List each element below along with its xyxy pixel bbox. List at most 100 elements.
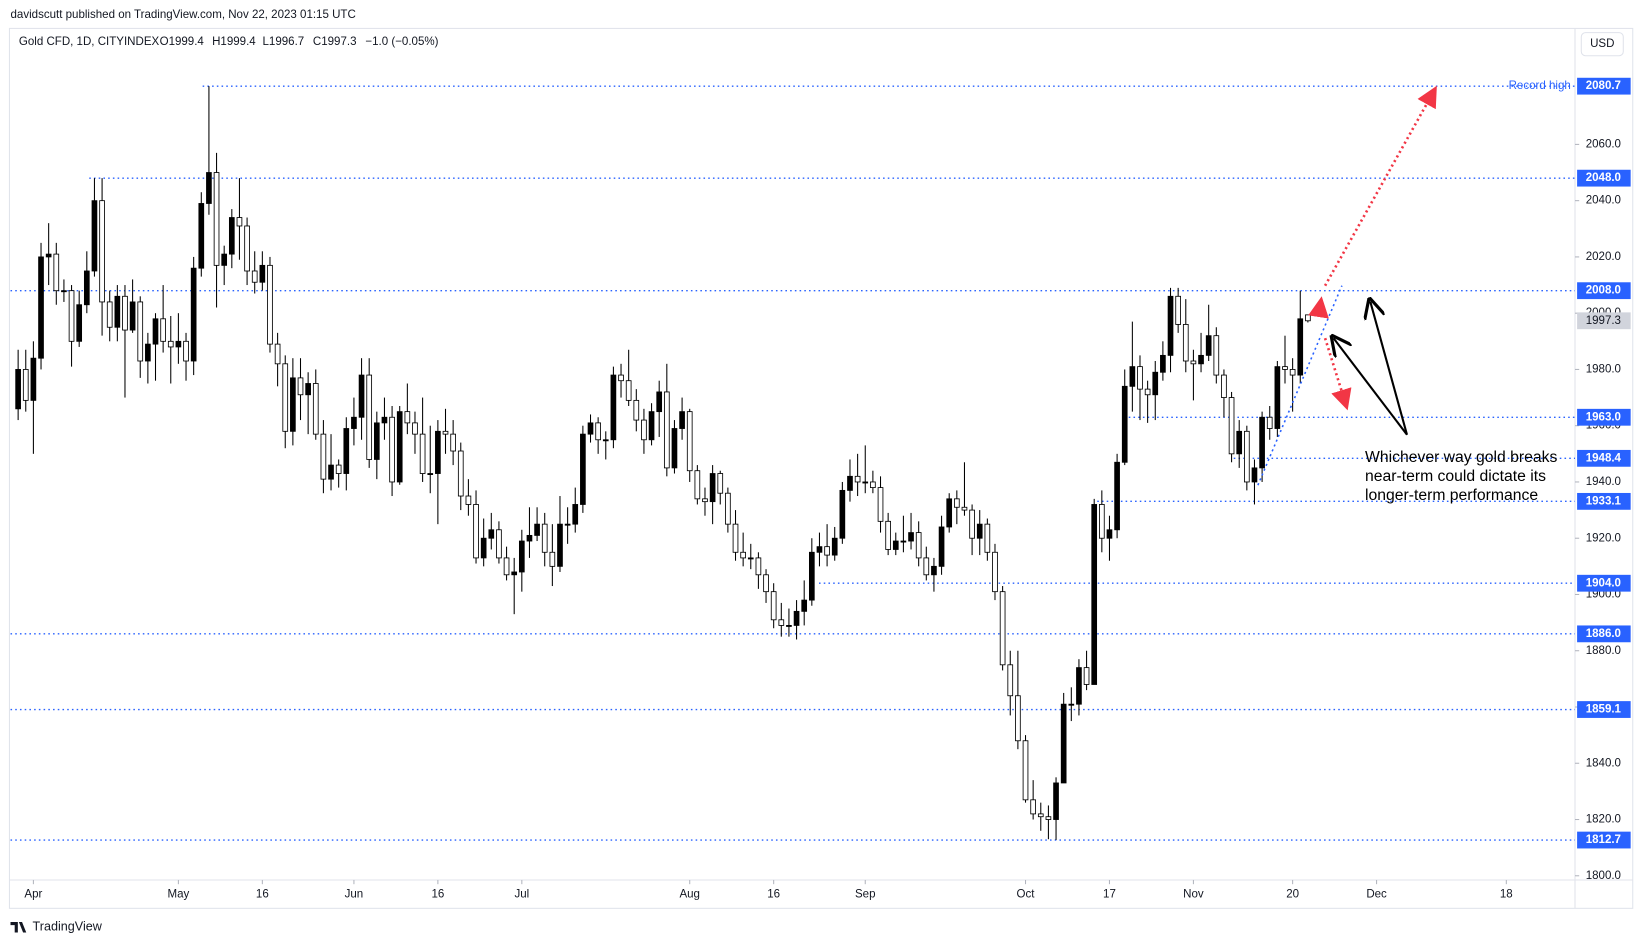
candle-body <box>1068 703 1075 706</box>
x-tick-label: May <box>167 889 189 901</box>
candle-body <box>862 481 869 484</box>
candle-body <box>221 253 228 266</box>
candle-body <box>870 481 876 489</box>
down-arrow <box>1323 337 1352 411</box>
candle-body <box>1030 799 1036 815</box>
candle-body <box>633 399 640 421</box>
x-tick-label: 18 <box>1500 889 1513 901</box>
x-tick-label: Oct <box>1017 889 1036 901</box>
candle-body <box>656 391 663 413</box>
brand-name: TradingView <box>33 920 103 934</box>
y-tick-label: 1800.0 <box>1586 870 1621 882</box>
candle-body <box>213 172 220 266</box>
candle-body <box>404 411 411 424</box>
candle-body <box>946 498 953 528</box>
candle-body <box>91 200 98 272</box>
candle-body <box>877 487 884 522</box>
candle-body <box>137 301 144 362</box>
level-badge <box>1577 701 1631 718</box>
candle-body <box>1289 369 1296 376</box>
x-tick-label: 20 <box>1286 889 1299 901</box>
candle-body <box>564 523 571 526</box>
y-tick-label: 1840.0 <box>1586 757 1621 769</box>
candle-body <box>1182 324 1189 362</box>
open: O1999.4 <box>160 36 205 48</box>
candle-body <box>244 225 250 272</box>
candle-body <box>198 203 205 269</box>
candle-body <box>854 475 861 483</box>
chart-frame <box>8 27 1634 909</box>
candle-body <box>236 217 243 227</box>
candle-body <box>129 301 136 331</box>
candle-body <box>358 374 365 418</box>
level-note: Record high <box>1509 80 1571 92</box>
candle-body <box>1205 335 1212 356</box>
candle-body <box>381 416 388 424</box>
candle-body <box>259 264 266 283</box>
candle-body <box>1015 695 1021 742</box>
candle-body <box>419 433 426 474</box>
y-tick-label: 2040.0 <box>1586 195 1621 207</box>
candle-body <box>1037 813 1044 818</box>
candle-body <box>778 619 785 626</box>
candle-body <box>1098 504 1105 539</box>
candle-body <box>488 529 495 539</box>
candle-body <box>679 411 685 429</box>
byline: davidscutt published on TradingView.com,… <box>11 9 356 21</box>
high: H1999.4 <box>212 36 256 48</box>
candle-body <box>847 475 853 491</box>
pointer-arrow <box>1334 338 1408 436</box>
candle-body <box>496 529 502 559</box>
candle-body <box>1114 461 1120 531</box>
candle-body <box>915 532 922 559</box>
candle-body <box>725 492 731 525</box>
candle-body <box>740 551 746 559</box>
candle-body <box>1106 529 1113 539</box>
candle-body <box>984 523 991 553</box>
candle-body <box>167 340 174 348</box>
candle-body <box>1091 504 1098 685</box>
level-label: 1963.0 <box>1586 411 1621 423</box>
candle-body <box>343 428 350 474</box>
candle-body <box>190 267 197 362</box>
candle-body <box>366 374 373 460</box>
drawings <box>1257 85 1437 486</box>
last-price-label: 1997.3 <box>1586 315 1621 327</box>
x-tick-label: Jul <box>514 889 529 901</box>
candle-body <box>160 318 166 342</box>
candle-body <box>1137 366 1143 390</box>
candle-body <box>320 433 327 480</box>
level-label: 1904.0 <box>1586 577 1621 589</box>
candle-body <box>686 411 693 472</box>
trend-line <box>1257 285 1343 486</box>
candle-body <box>663 391 670 469</box>
currency-button[interactable] <box>1580 32 1624 57</box>
candle-body <box>709 473 716 503</box>
candle-body <box>305 383 311 396</box>
x-tick-label: 16 <box>767 889 780 901</box>
candle-body <box>145 343 151 362</box>
candle-body <box>595 422 601 441</box>
candle-body <box>953 498 960 508</box>
y-tick-label: 1880.0 <box>1586 645 1621 657</box>
candle-body <box>328 464 334 480</box>
candle-body <box>206 172 212 204</box>
candle-body <box>274 343 281 365</box>
candle-body <box>816 546 823 553</box>
y-tick-label: 1820.0 <box>1586 814 1621 826</box>
y-tick-label: 1960.0 <box>1586 420 1621 432</box>
candle-body <box>770 591 777 621</box>
candle-body <box>1274 366 1281 429</box>
candle-body <box>61 290 67 293</box>
candle-body <box>534 523 540 536</box>
currency-label[interactable]: USD <box>1590 38 1614 50</box>
candle-body <box>335 464 342 474</box>
low: L1996.7 <box>263 36 305 48</box>
level-label: 1859.1 <box>1586 704 1622 716</box>
up-arrow <box>1323 85 1437 287</box>
candle-body <box>473 504 479 559</box>
candle-body <box>526 534 533 542</box>
candle-body <box>839 489 846 539</box>
candle-body <box>396 411 403 483</box>
